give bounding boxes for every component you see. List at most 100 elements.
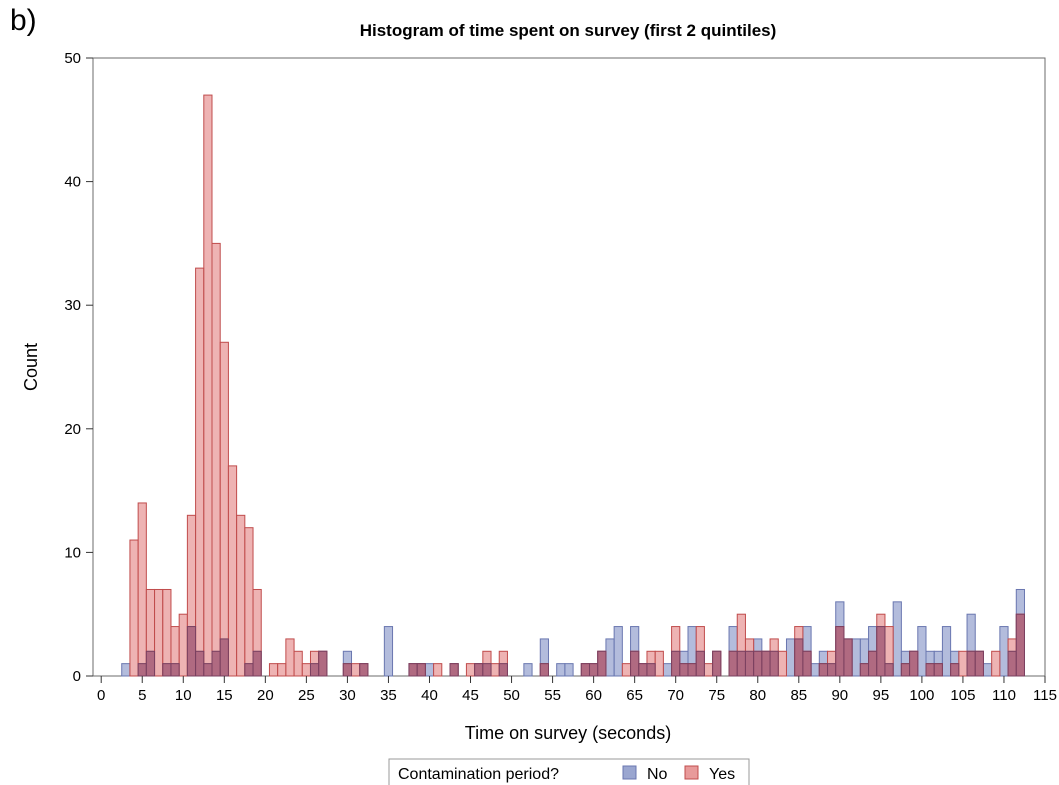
bar-yes	[195, 267, 205, 677]
bar-yes	[129, 539, 139, 677]
bar-no	[662, 663, 673, 677]
bar-yes	[268, 663, 279, 677]
x-tick-label: 105	[950, 687, 975, 704]
overlap-bars	[137, 613, 1025, 677]
x-tick-label: 80	[749, 687, 766, 704]
bar-no	[564, 663, 574, 677]
bar-overlap	[900, 663, 911, 677]
bar-yes	[154, 588, 164, 677]
bar-overlap	[203, 663, 213, 677]
y-tick-label: 50	[64, 50, 81, 67]
x-tick-label: 100	[909, 687, 934, 704]
bar-overlap	[761, 650, 771, 677]
y-tick-label: 0	[73, 668, 81, 685]
y-tick-label: 40	[64, 174, 81, 191]
x-tick-label: 60	[585, 687, 602, 704]
x-tick-label: 115	[1033, 687, 1057, 704]
bar-no	[810, 663, 820, 677]
bar-no	[941, 626, 952, 677]
bar-yes	[285, 638, 295, 677]
bar-overlap	[925, 663, 935, 677]
bar-overlap	[580, 663, 591, 677]
bar-overlap	[498, 663, 508, 677]
bar-overlap	[162, 663, 172, 677]
chart-title: Histogram of time spent on survey (first…	[360, 21, 777, 40]
x-tick-label: 95	[873, 687, 890, 704]
bar-overlap	[974, 650, 984, 677]
y-tick-label: 30	[64, 297, 81, 314]
bar-overlap	[744, 650, 755, 677]
bar-no	[917, 626, 927, 677]
legend-title: Contamination period?	[398, 766, 559, 783]
y-tick-label: 20	[64, 421, 81, 438]
bar-no	[982, 663, 993, 677]
bar-no	[851, 638, 861, 677]
bar-overlap	[769, 650, 779, 677]
bar-overlap	[359, 663, 369, 677]
bar-overlap	[843, 638, 853, 677]
bar-no	[613, 626, 623, 677]
bar-overlap	[137, 663, 147, 677]
bar-yes	[465, 663, 476, 677]
x-tick-label: 25	[298, 687, 315, 704]
x-tick-label: 70	[667, 687, 684, 704]
x-tick-label: 110	[992, 687, 1016, 704]
legend-label-yes: Yes	[709, 766, 735, 783]
bar-overlap	[966, 650, 976, 677]
bar-overlap	[868, 650, 878, 677]
bar-overlap	[309, 663, 320, 677]
bar-overlap	[794, 638, 804, 677]
x-tick-label: 65	[626, 687, 643, 704]
bar-overlap	[449, 663, 459, 677]
bar-yes	[654, 650, 664, 677]
y-axis-label: Count	[21, 343, 41, 391]
bar-no	[523, 663, 533, 677]
bar-overlap	[876, 626, 886, 677]
bar-overlap	[408, 663, 418, 677]
bar-yes	[211, 242, 221, 677]
bar-overlap	[244, 663, 254, 677]
bar-overlap	[318, 650, 328, 677]
bar-yes	[991, 650, 1001, 677]
bar-overlap	[416, 663, 426, 677]
bar-overlap	[827, 663, 837, 677]
bar-overlap	[736, 650, 746, 677]
bar-yes	[490, 663, 500, 677]
bar-no	[892, 601, 902, 677]
bar-overlap	[859, 663, 870, 677]
x-tick-label: 30	[339, 687, 356, 704]
bar-yes	[203, 94, 213, 677]
bar-overlap	[695, 650, 705, 677]
bar-overlap	[597, 650, 607, 677]
bar-overlap	[753, 650, 763, 677]
bar-overlap	[219, 638, 229, 677]
bar-overlap	[630, 650, 640, 677]
bar-yes	[703, 663, 714, 677]
bar-yes	[277, 663, 287, 677]
x-tick-label: 0	[97, 687, 105, 704]
bar-overlap	[933, 663, 943, 677]
bar-overlap	[145, 650, 156, 677]
x-tick-label: 40	[421, 687, 438, 704]
bar-yes	[244, 527, 254, 677]
bar-yes	[162, 588, 172, 677]
bar-no	[785, 638, 796, 677]
bar-overlap	[884, 663, 894, 677]
x-tick-label: 50	[503, 687, 520, 704]
bar-overlap	[195, 650, 205, 677]
bar-no	[556, 663, 566, 677]
bar-overlap	[1015, 613, 1025, 677]
x-tick-label: 20	[257, 687, 274, 704]
bar-yes	[236, 514, 246, 677]
bar-overlap	[646, 663, 656, 677]
bar-yes	[227, 465, 238, 677]
bar-yes	[301, 663, 311, 677]
x-tick-label: 90	[831, 687, 848, 704]
bar-yes	[178, 613, 188, 677]
bar-yes	[219, 341, 229, 677]
bar-overlap	[539, 663, 549, 677]
bar-no	[999, 626, 1009, 677]
x-tick-label: 85	[790, 687, 807, 704]
x-tick-label: 10	[175, 687, 192, 704]
bar-overlap	[482, 663, 492, 677]
